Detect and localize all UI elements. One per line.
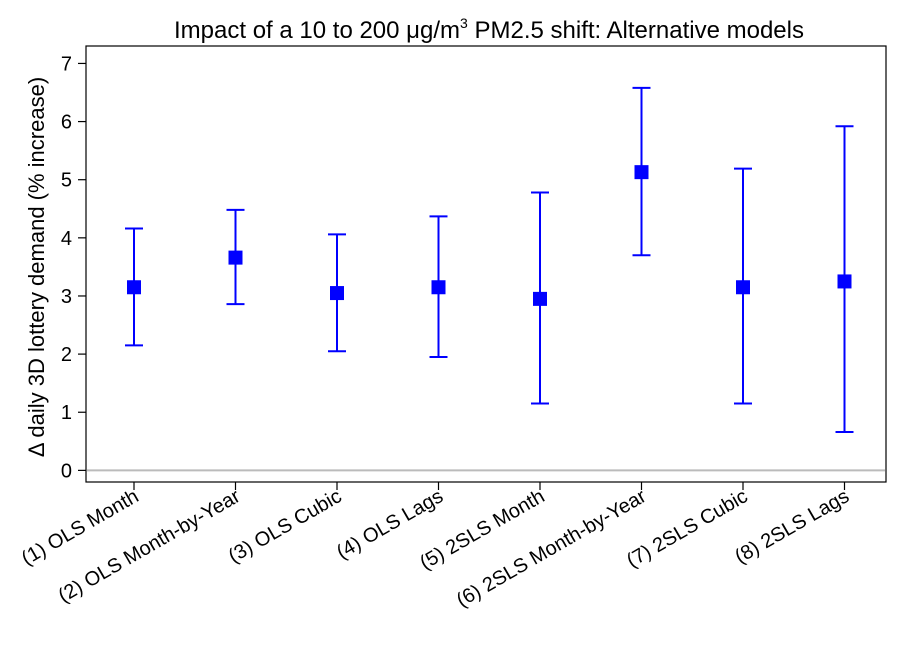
y-tick-label: 5 [61,170,72,192]
estimate-group [328,233,346,353]
y-tick-label: 2 [61,344,72,366]
estimate-group [835,125,854,434]
point-estimate-marker [533,291,547,306]
estimate-group [531,191,549,405]
x-tick-label: (3) OLS Cubic [225,485,346,567]
point-estimate-marker [736,280,750,295]
y-tick-label: 6 [61,112,72,134]
plot-area [85,45,887,483]
point-estimate-marker [634,165,649,180]
x-tick-label: (2) OLS Month-by-Year [55,485,245,607]
y-tick-label: 1 [61,402,72,424]
x-axis: (1) OLS Month(2) OLS Month-by-Year(3) OL… [18,482,853,612]
y-tick-label: 7 [61,53,72,75]
y-axis-label: Δ daily 3D lottery demand (% increase) [24,77,49,457]
point-estimate-marker [431,280,446,295]
point-estimate-marker [837,274,852,289]
y-tick-label: 0 [61,460,72,482]
y-axis: 0 1 2 3 4 5 6 7 [61,53,86,482]
y-tick-label: 3 [61,286,72,308]
estimate-group [734,167,752,405]
estimate-group [125,227,143,347]
point-estimate-marker [228,250,243,265]
data-series [125,86,854,434]
x-tick-label: (6) 2SLS Month-by-Year [453,485,650,612]
estimate-group [429,215,448,359]
estimate-group [632,86,651,257]
x-tick-label: (8) 2SLS Lags [731,485,853,568]
point-estimate-marker [330,286,344,301]
y-tick-label: 4 [61,228,72,250]
chart-title: Impact of a 10 to 200 μg/m3 PM2.5 shift:… [174,15,804,44]
point-estimate-marker [127,280,141,295]
estimate-group [226,208,245,306]
